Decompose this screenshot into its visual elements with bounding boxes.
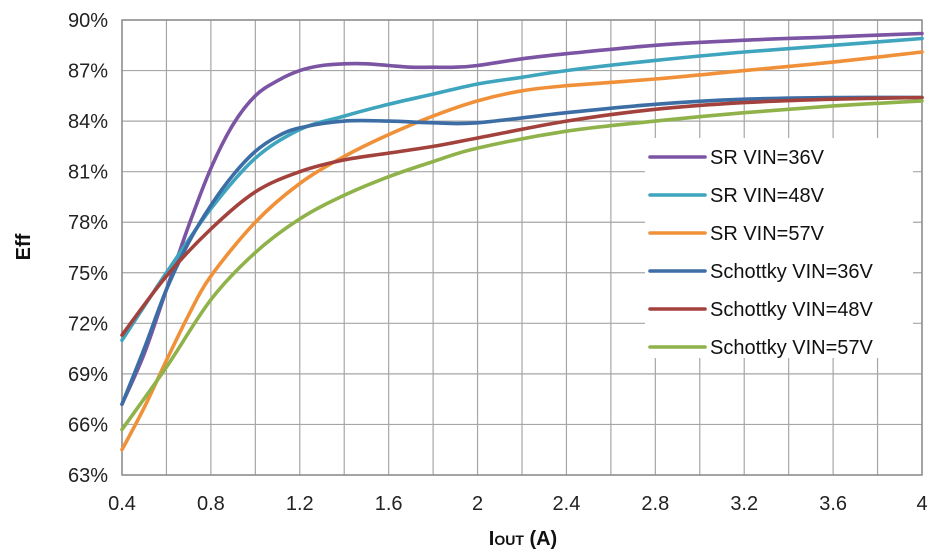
y-tick-label: 81% [68,162,108,184]
x-tick-label: 2 [472,493,483,515]
x-tick-label: 3.2 [730,493,758,515]
x-axis-title-subscript: OUT [494,532,524,548]
x-axis-title: IOUT (A) [489,528,557,550]
x-tick-label: 3.6 [819,493,847,515]
y-axis-title: Eff [13,233,35,260]
legend-label-1: SR VIN=36V [710,147,825,169]
series-lines [120,31,924,452]
series-line-3 [120,50,924,452]
series-line-5 [120,95,924,337]
series-line-1 [120,31,924,406]
y-tick-label: 63% [68,465,108,487]
x-tick-label: 1.6 [375,493,403,515]
x-tick-label: 0.8 [197,493,225,515]
y-tick-label: 75% [68,263,108,285]
series-line-6 [120,99,924,432]
y-tick-label: 66% [68,414,108,436]
x-axis-ticks: 0.4 0.8 1.2 1.6 2 2.4 2.8 3.2 3.6 4 [108,493,927,515]
y-tick-label: 78% [68,212,108,234]
x-tick-label: 2.4 [553,493,581,515]
legend-label-4: Schottky VIN=36V [710,261,874,283]
x-tick-label: 2.8 [641,493,669,515]
x-tick-label: 0.4 [108,493,136,515]
x-tick-label: 1.2 [286,493,314,515]
legend: SR VIN=36V SR VIN=48V SR VIN=57V Schottky V… [645,138,913,359]
y-tick-label: 84% [68,111,108,133]
x-axis-title-unit: (A) [524,528,557,550]
y-tick-label: 72% [68,313,108,335]
legend-label-6: Schottky VIN=57V [710,337,874,359]
legend-background [645,138,913,358]
y-tick-label: 87% [68,61,108,83]
y-tick-label: 90% [68,10,108,32]
series-line-2 [120,36,924,342]
y-tick-label: 69% [68,364,108,386]
plot-frame [121,19,923,476]
y-axis-ticks: 63% 66% 69% 72% 75% 78% 81% 84% 87% 90% [68,10,108,487]
legend-label-3: SR VIN=57V [710,223,825,245]
x-tick-label: 4 [916,493,927,515]
series-line-4 [120,95,924,406]
legend-label-2: SR VIN=48V [710,185,825,207]
legend-label-5: Schottky VIN=48V [710,299,874,321]
x-axis-title-main: I [489,528,495,550]
